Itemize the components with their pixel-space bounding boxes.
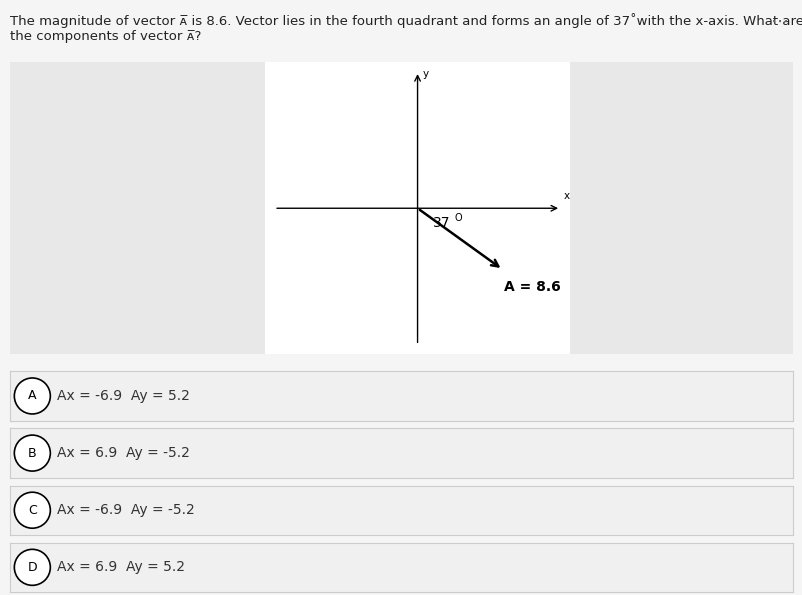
Text: B: B: [28, 447, 37, 459]
Text: A: A: [28, 390, 37, 402]
Text: O: O: [454, 214, 462, 224]
Text: 37: 37: [433, 215, 451, 230]
Ellipse shape: [14, 549, 51, 585]
Text: Ax = -6.9  Ay = -5.2: Ax = -6.9 Ay = -5.2: [57, 503, 195, 517]
Ellipse shape: [14, 378, 51, 414]
Text: x: x: [563, 191, 569, 201]
Ellipse shape: [14, 435, 51, 471]
Text: The magnitude of vector ᴀ̅ is 8.6. Vector lies in the fourth quadrant and forms : The magnitude of vector ᴀ̅ is 8.6. Vecto…: [10, 13, 802, 28]
Text: the components of vector ᴀ̅?: the components of vector ᴀ̅?: [10, 30, 201, 43]
Text: y: y: [423, 69, 428, 79]
Text: Ax = -6.9  Ay = 5.2: Ax = -6.9 Ay = 5.2: [57, 389, 190, 403]
Text: ⋯: ⋯: [770, 13, 788, 31]
Text: Ax = 6.9  Ay = 5.2: Ax = 6.9 Ay = 5.2: [57, 560, 185, 574]
Text: C: C: [28, 504, 37, 516]
Text: D: D: [27, 561, 37, 574]
Text: Ax = 6.9  Ay = -5.2: Ax = 6.9 Ay = -5.2: [57, 446, 190, 460]
Text: A = 8.6: A = 8.6: [504, 280, 561, 294]
Ellipse shape: [14, 492, 51, 528]
